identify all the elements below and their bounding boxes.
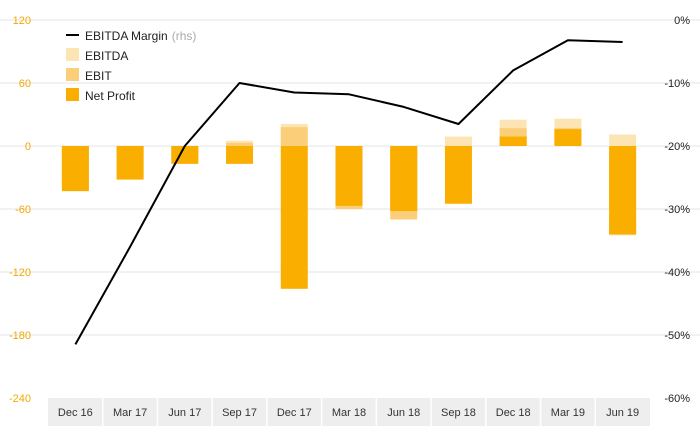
net-profit-bar — [280, 146, 308, 289]
legend-label-net-profit: Net Profit — [85, 89, 136, 103]
category-tick-label: Dec 16 — [58, 407, 93, 419]
ebitda-bar — [609, 134, 637, 146]
net-profit-bar — [116, 146, 144, 180]
right-tick-label: -50% — [664, 330, 690, 342]
category-tick-label: Jun 17 — [168, 407, 201, 419]
category-axis: Dec 16 Mar 17 Jun 17 Sep 17 Dec 17 Mar 18 Jun … — [48, 398, 650, 426]
bars — [61, 118, 637, 289]
right-tick-label: -60% — [664, 393, 690, 405]
category-tick-label: Sep 18 — [441, 407, 476, 419]
category-axis-band — [48, 398, 650, 426]
legend-swatch-net-profit — [66, 88, 79, 101]
category-tick-label: Mar 19 — [551, 407, 585, 419]
right-tick-label: -20% — [664, 141, 690, 153]
category-tick-label: Dec 18 — [496, 407, 531, 419]
net-profit-bar — [609, 146, 637, 235]
left-tick-label: -240 — [9, 393, 31, 405]
net-profit-bar — [499, 136, 527, 146]
legend-label-ebitda-margin: EBITDA Margin (rhs) — [85, 29, 196, 43]
net-profit-bar — [554, 129, 582, 146]
legend-label-suffix: (rhs) — [172, 29, 197, 43]
net-profit-bar — [390, 146, 418, 212]
net-profit-bar — [335, 146, 363, 206]
category-tick-label: Jun 18 — [387, 407, 420, 419]
left-tick-label: 0 — [25, 141, 31, 153]
left-tick-label: -60 — [15, 204, 31, 216]
right-tick-label: -30% — [664, 204, 690, 216]
ebitda-margin-line — [74, 39, 623, 345]
left-axis: 120 60 0 -60 -120 -180 -240 — [9, 15, 31, 405]
ebitda-bar — [444, 136, 472, 146]
category-tick-label: Mar 17 — [113, 407, 147, 419]
category-tick-label: Dec 17 — [277, 407, 312, 419]
legend-swatch-ebit — [66, 68, 79, 81]
left-tick-label: 120 — [13, 15, 31, 27]
ebit-bar — [280, 127, 308, 146]
category-tick-label: Mar 18 — [332, 407, 366, 419]
left-tick-label: -180 — [9, 330, 31, 342]
legend-swatch-ebitda — [66, 48, 79, 61]
ebit-bar — [226, 142, 254, 146]
right-axis: 0% -10% -20% -30% -40% -50% -60% — [664, 15, 690, 405]
net-profit-bar — [171, 146, 199, 164]
legend-label-ebit: EBIT — [85, 69, 112, 83]
right-tick-label: 0% — [674, 15, 690, 27]
net-profit-bar — [226, 146, 254, 164]
legend: EBITDA Margin (rhs) EBITDA EBIT Net Profit — [66, 29, 196, 103]
margin-line-layer — [74, 39, 623, 345]
net-profit-bar — [61, 146, 89, 192]
left-tick-label: -120 — [9, 267, 31, 279]
right-tick-label: -10% — [664, 78, 690, 90]
right-tick-label: -40% — [664, 267, 690, 279]
net-profit-bar — [444, 146, 472, 204]
left-tick-label: 60 — [19, 78, 31, 90]
category-tick-label: Jun 19 — [606, 407, 639, 419]
legend-label-ebitda: EBITDA — [85, 49, 128, 63]
category-tick-label: Sep 17 — [222, 407, 257, 419]
